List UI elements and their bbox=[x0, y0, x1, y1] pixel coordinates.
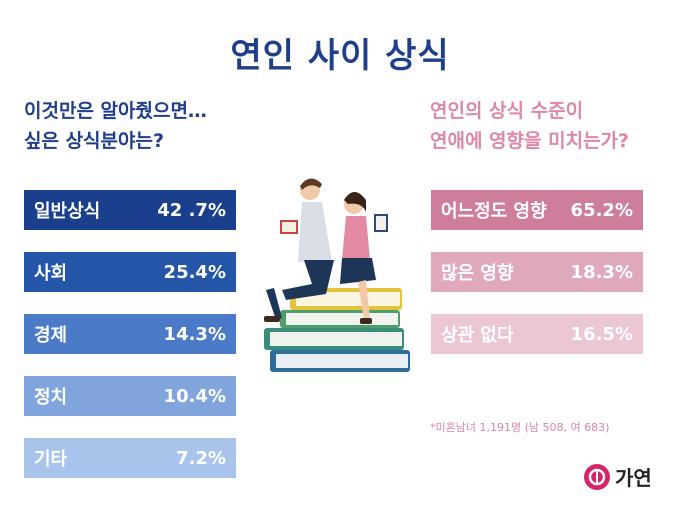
left-chart-bar-value: 42 .7% bbox=[157, 199, 226, 221]
left-question-line1: 이것만은 알아줬으면… bbox=[24, 100, 207, 122]
right-chart-bar: 어느정도 영향 65.2% bbox=[431, 190, 643, 230]
logo-text: 가연 bbox=[615, 466, 652, 490]
woman-reading-icon bbox=[340, 192, 388, 324]
left-chart-bar-value: 7.2% bbox=[176, 447, 226, 469]
left-chart-bar-label: 경제 bbox=[34, 325, 68, 346]
left-question: 이것만은 알아줬으면… 싶은 상식분야는? bbox=[24, 96, 207, 156]
right-question: 연인의 상식 수준이 연애에 영향을 미치는가? bbox=[430, 96, 629, 156]
left-chart-bar-label: 사회 bbox=[34, 263, 68, 284]
left-chart-bar-value: 25.4% bbox=[163, 261, 226, 283]
right-chart-bar-label: 상관 없다 bbox=[441, 325, 514, 346]
gayeon-logo-icon bbox=[584, 463, 610, 490]
left-chart-bar: 기타 7.2% bbox=[24, 438, 236, 478]
left-chart-bar: 사회 25.4% bbox=[24, 252, 236, 292]
left-chart-bar: 정치 10.4% bbox=[24, 376, 236, 416]
left-question-line2: 싶은 상식분야는? bbox=[24, 130, 164, 152]
right-chart-bar: 상관 없다 16.5% bbox=[431, 314, 643, 354]
left-chart-bar-value: 14.3% bbox=[163, 323, 226, 345]
right-chart-bar-label: 어느정도 영향 bbox=[441, 201, 547, 222]
left-chart-bar-value: 10.4% bbox=[163, 385, 226, 407]
right-chart-bar-value: 16.5% bbox=[570, 323, 633, 345]
right-question-line2: 연애에 영향을 미치는가? bbox=[430, 130, 630, 152]
right-question-line1: 연인의 상식 수준이 bbox=[430, 100, 584, 122]
page-title: 연인 사이 상식 bbox=[230, 36, 450, 76]
left-chart-bar-label: 일반상식 bbox=[34, 201, 101, 222]
footnote: *미혼남녀 1,191명 (남 508, 여 683) bbox=[430, 421, 610, 434]
brand-logo: 가연 bbox=[583, 462, 652, 491]
left-chart-bar: 일반상식 42 .7% bbox=[24, 190, 236, 230]
book-stack-icon bbox=[264, 288, 410, 372]
right-chart-bar-value: 18.3% bbox=[570, 261, 633, 283]
right-chart-bar: 많은 영향 18.3% bbox=[431, 252, 643, 292]
left-chart-bar-label: 정치 bbox=[34, 387, 68, 408]
left-chart-bar-label: 기타 bbox=[34, 449, 68, 470]
right-chart-bar-value: 65.2% bbox=[570, 199, 633, 221]
right-chart-bar-label: 많은 영향 bbox=[441, 263, 514, 284]
man-reading-icon bbox=[264, 178, 334, 322]
reading-couple-illustration bbox=[264, 178, 410, 372]
left-chart-bar: 경제 14.3% bbox=[24, 314, 236, 354]
